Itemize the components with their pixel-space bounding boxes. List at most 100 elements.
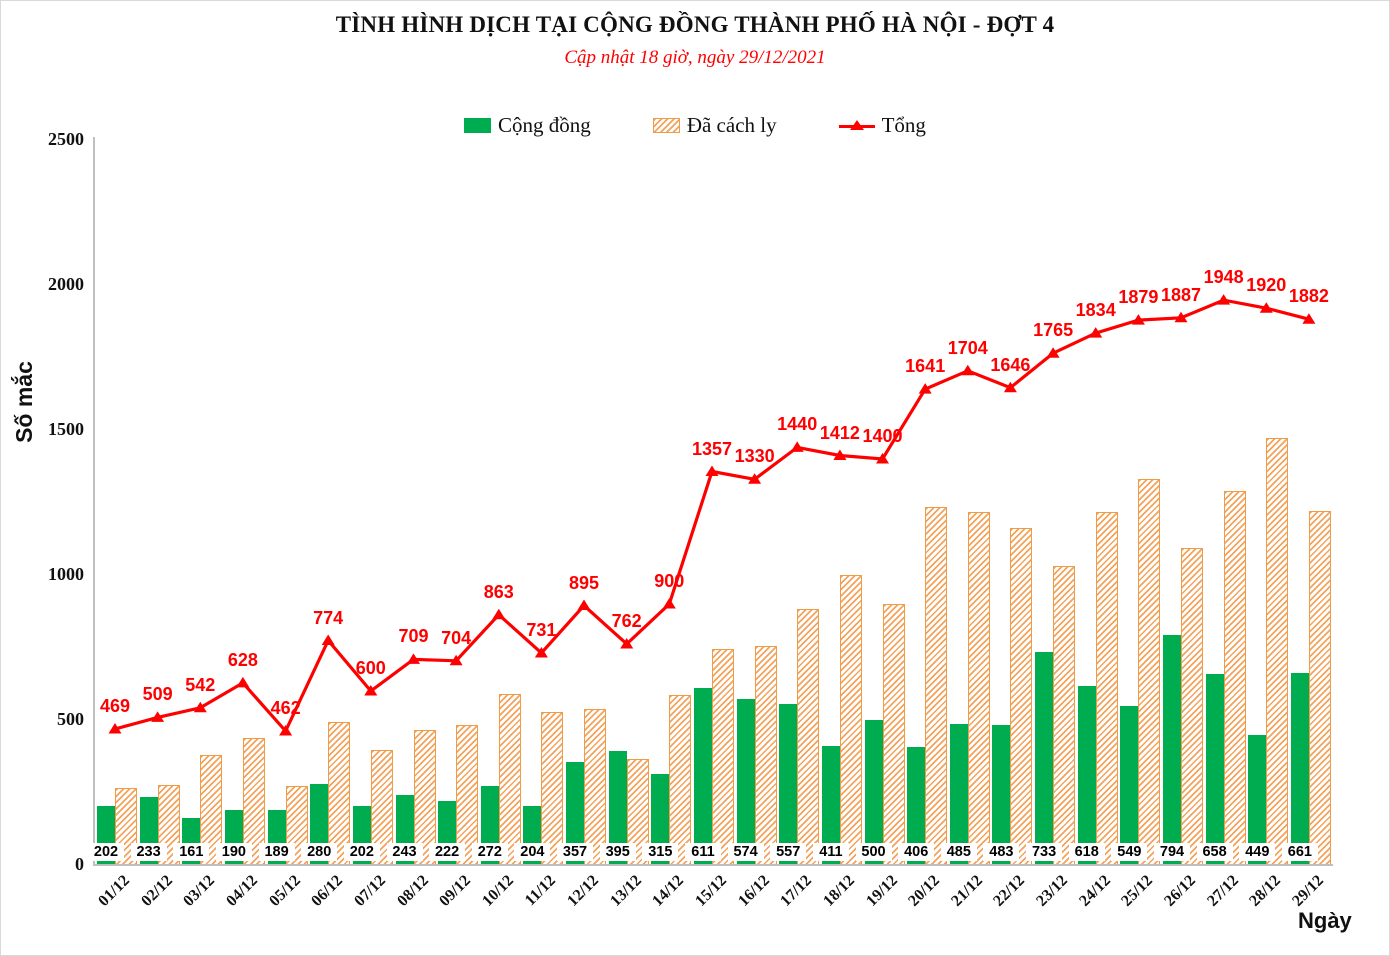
bar-quarantine — [1266, 438, 1289, 865]
community-value-label: 411 — [812, 843, 849, 861]
bar-quarantine — [584, 709, 606, 865]
x-axis-title: Ngày — [1298, 908, 1352, 933]
legend: Cộng đồng Đã cách ly Tổng — [0, 113, 1390, 138]
community-value-label: 449 — [1239, 843, 1276, 861]
total-marker-triangle-icon — [449, 654, 463, 666]
community-value-label: 190 — [215, 843, 252, 861]
community-value-label: 202 — [343, 843, 380, 861]
legend-label-quarantine: Đã cách ly — [686, 113, 777, 137]
community-value-label: 557 — [770, 843, 807, 861]
total-marker-triangle-icon — [364, 685, 378, 696]
legend-label-total: Tổng — [881, 113, 926, 137]
community-value-label: 357 — [557, 843, 593, 861]
community-value-label: 272 — [471, 843, 508, 861]
bar-quarantine — [1138, 479, 1161, 865]
total-marker-triangle-icon — [705, 465, 719, 476]
total-marker-triangle-icon — [193, 701, 207, 713]
community-value-label: 202 — [88, 843, 124, 861]
total-value-label: 1879 — [1118, 287, 1159, 308]
total-marker-triangle-icon — [1046, 347, 1060, 358]
community-value-label: 243 — [386, 843, 423, 861]
bar-community — [1077, 685, 1096, 865]
total-marker-triangle-icon — [662, 598, 676, 609]
community-value-label: 549 — [1111, 843, 1148, 861]
bar-quarantine — [1308, 510, 1331, 865]
bar-quarantine — [1053, 565, 1076, 865]
bar-quarantine — [413, 729, 436, 865]
total-marker-triangle-icon — [748, 473, 762, 484]
bar-quarantine — [797, 608, 820, 865]
total-marker-triangle-icon — [1259, 302, 1273, 313]
bar-community — [864, 720, 883, 865]
bar-quarantine — [1095, 512, 1118, 865]
bar-quarantine — [626, 758, 649, 865]
legend-item-quarantine: Đã cách ly — [652, 113, 777, 138]
bar-community — [992, 724, 1011, 865]
total-marker-triangle-icon — [1089, 327, 1103, 338]
total-marker-triangle-icon — [961, 364, 975, 376]
green-swatch-icon — [464, 118, 492, 133]
bar-quarantine — [669, 695, 692, 865]
community-value-label: 500 — [855, 843, 892, 861]
total-value-label: 704 — [441, 627, 472, 648]
total-value-label: 1704 — [947, 337, 988, 358]
bar-quarantine — [754, 645, 777, 865]
total-value-label: 762 — [611, 611, 642, 631]
community-value-label: 611 — [685, 843, 721, 861]
bar-quarantine — [1181, 548, 1203, 865]
y-axis-title: Số mắc — [11, 361, 37, 443]
total-marker-triangle-icon — [833, 449, 847, 460]
legend-label-community: Cộng đồng — [498, 113, 591, 137]
total-marker-triangle-icon — [151, 711, 165, 722]
bar-quarantine — [200, 754, 223, 865]
bar-quarantine — [1223, 490, 1246, 865]
bar-community — [736, 698, 755, 865]
bar-quarantine — [498, 693, 521, 865]
red-line-marker-icon — [838, 118, 875, 134]
total-value-label: 863 — [483, 581, 514, 602]
bar-quarantine — [1010, 527, 1033, 865]
bar-quarantine — [882, 604, 905, 865]
bar-community — [608, 750, 627, 865]
y-tick-label: 1000 — [48, 564, 84, 584]
total-marker-triangle-icon — [1131, 314, 1145, 325]
total-value-label: 1400 — [862, 426, 903, 446]
total-marker-triangle-icon — [1003, 381, 1017, 393]
bar-community — [949, 724, 968, 865]
bar-quarantine — [328, 721, 351, 865]
total-marker-triangle-icon — [790, 441, 804, 452]
community-value-label: 733 — [1026, 843, 1063, 861]
total-value-label: 709 — [398, 626, 429, 647]
total-value-label: 1887 — [1160, 284, 1202, 305]
community-value-label: 794 — [1154, 843, 1190, 861]
community-value-label: 406 — [898, 843, 935, 861]
bar-quarantine — [712, 648, 734, 865]
total-value-label: 1412 — [819, 422, 860, 443]
total-value-label: 900 — [654, 571, 685, 591]
community-value-label: 485 — [940, 843, 977, 861]
total-marker-triangle-icon — [407, 653, 420, 664]
bar-community — [694, 687, 712, 865]
total-marker-triangle-icon — [577, 599, 591, 610]
total-marker-triangle-icon — [1302, 313, 1316, 324]
total-value-label: 462 — [270, 698, 301, 718]
bar-quarantine — [541, 712, 564, 865]
community-value-label: 658 — [1196, 843, 1233, 861]
community-value-label: 574 — [727, 843, 764, 861]
bar-community — [1163, 634, 1181, 865]
bar-quarantine — [370, 749, 393, 865]
bar-community — [821, 745, 840, 865]
bar-community — [651, 773, 670, 865]
legend-item-community: Cộng đồng — [464, 113, 591, 138]
total-marker-triangle-icon — [279, 725, 293, 736]
total-value-label: 1646 — [990, 354, 1031, 375]
chart-subtitle: Cập nhật 18 giờ, ngày 29/12/2021 — [564, 47, 826, 68]
bar-quarantine — [925, 506, 948, 865]
community-value-label: 161 — [173, 843, 210, 861]
community-value-label: 233 — [130, 843, 167, 861]
bar-quarantine — [242, 738, 265, 865]
total-marker-triangle-icon — [236, 676, 250, 688]
total-marker-triangle-icon — [492, 608, 506, 620]
community-value-label: 189 — [258, 843, 295, 861]
